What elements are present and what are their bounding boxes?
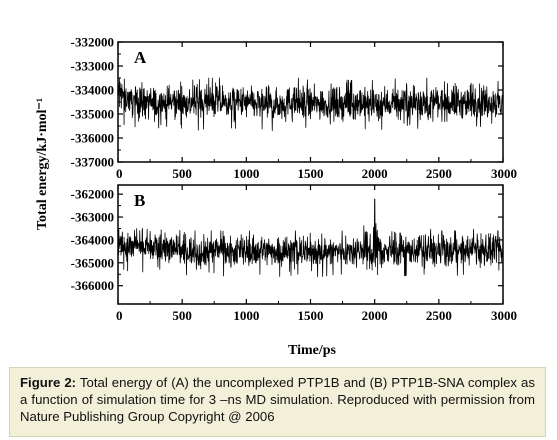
panel-a-energy-trace xyxy=(117,77,504,132)
panel-b-x-tick-label: 500 xyxy=(172,308,192,323)
panel-a-x-tick-label: 3000 xyxy=(491,166,517,181)
panel-b-y-tick-label: -365000 xyxy=(71,255,114,270)
panel-b-x-tick-label: 0 xyxy=(116,308,123,323)
panel-a-y-tick-label: -332000 xyxy=(71,35,114,50)
figure-caption: Figure 2: Total energy of (A) the uncomp… xyxy=(9,367,546,437)
panel-b-y-tick-label: -363000 xyxy=(71,210,114,225)
panel-b-y-tick-label: -364000 xyxy=(71,232,114,247)
panel-b-x-tick-label: 2500 xyxy=(426,308,452,323)
panel-b-y-tick-label: -362000 xyxy=(71,187,114,202)
panel-a-y-tick-label: -335000 xyxy=(71,107,114,122)
y-axis-label: Total energy/kJ·mol⁻¹ xyxy=(35,98,50,230)
panel-a-y-tick-label: -336000 xyxy=(71,131,114,146)
panel-b-x-tick-label: 1500 xyxy=(298,308,324,323)
panel-a-label: A xyxy=(134,48,147,67)
caption-label: Figure 2: xyxy=(20,375,77,390)
panel-a-x-tick-label: 2500 xyxy=(426,166,452,181)
panel-a-y-tick-label: -337000 xyxy=(71,155,114,170)
panel-a-x-tick-label: 1500 xyxy=(298,166,324,181)
panel-b-x-tick-label: 2000 xyxy=(362,308,388,323)
energy-chart: Total energy/kJ·mol⁻¹ Time/ps 0 500 1000 15… xyxy=(35,35,517,359)
panel-a-x-tick-label: 2000 xyxy=(362,166,388,181)
panel-a-y-tick-label: -334000 xyxy=(71,83,114,98)
panel-b-x-tick-label: 3000 xyxy=(491,308,517,323)
panel-b-y-tick-label: -366000 xyxy=(71,278,114,293)
panel-a-x-tick-label: 500 xyxy=(172,166,192,181)
panel-a-x-tick-label: 1000 xyxy=(233,166,259,181)
panel-b-energy-trace xyxy=(117,198,504,277)
panel-b-label: B xyxy=(134,191,145,210)
panel-b-x-tick-label: 1000 xyxy=(233,308,259,323)
caption-text: Total energy of (A) the uncomplexed PTP1… xyxy=(20,375,535,424)
panel-a-x-tick-label: 0 xyxy=(116,166,123,181)
panel-a-y-tick-label: -333000 xyxy=(71,59,114,74)
x-axis-label: Time/ps xyxy=(288,343,337,358)
